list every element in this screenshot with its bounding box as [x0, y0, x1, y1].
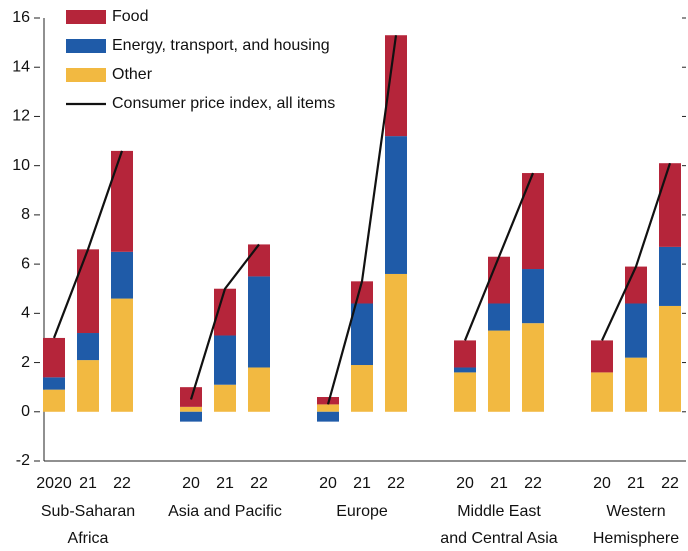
bar-segment — [248, 367, 270, 412]
bar-segment — [214, 288, 236, 336]
y-tick-label: 8 — [21, 206, 30, 223]
cpi-line — [189, 243, 260, 400]
x-tick-label: 21 — [79, 475, 97, 492]
bar-segment — [522, 269, 544, 324]
bar-segment — [659, 163, 681, 247]
group-label: Sub-Saharan — [41, 503, 135, 520]
legend-swatch — [66, 68, 106, 82]
y-tick-label: 10 — [12, 157, 30, 174]
bar-segment — [351, 303, 373, 366]
x-tick-label: 21 — [627, 475, 645, 492]
bar-segment — [591, 372, 613, 412]
bar-segment — [659, 246, 681, 306]
bar-segment — [111, 251, 133, 299]
bar-segment — [522, 173, 544, 270]
bar-segment — [488, 303, 510, 331]
bar-segment — [43, 337, 65, 378]
bar-segment — [77, 333, 99, 361]
bar-segment — [111, 150, 133, 252]
bar-segment — [248, 244, 270, 277]
bar-segment — [488, 330, 510, 412]
bar-segment — [180, 406, 202, 412]
bar-segment — [214, 335, 236, 385]
legend-label: Energy, transport, and housing — [112, 37, 330, 54]
y-tick-label: 4 — [21, 305, 30, 322]
group-label: Asia and Pacific — [168, 503, 282, 520]
bar-segment — [591, 340, 613, 373]
group-label: Western — [606, 503, 665, 520]
legend-label: Consumer price index, all items — [112, 95, 335, 112]
x-tick-label: 22 — [113, 475, 131, 492]
bar-segment — [43, 389, 65, 412]
x-tick-label: 21 — [216, 475, 234, 492]
group-label: Middle East — [457, 503, 541, 520]
bar-segment — [385, 35, 407, 137]
bar-segment — [454, 340, 476, 368]
y-tick-label: 6 — [21, 255, 30, 272]
x-tick-label: 20 — [319, 475, 337, 492]
group-label: Hemisphere — [593, 530, 679, 547]
bar-segment — [43, 377, 65, 390]
bar-segment — [625, 303, 647, 358]
y-tick-label: -2 — [16, 452, 30, 469]
legend-label: Other — [112, 66, 153, 83]
bar-segment — [317, 411, 339, 422]
bar-segment — [385, 273, 407, 412]
legend-swatch — [66, 39, 106, 53]
x-tick-label: 20 — [456, 475, 474, 492]
y-tick-label: 2 — [21, 354, 30, 371]
bar-segment — [248, 276, 270, 368]
bar-segment — [180, 411, 202, 422]
x-tick-label: 22 — [661, 475, 679, 492]
x-tick-label: 22 — [524, 475, 542, 492]
x-tick-label: 2020 — [36, 475, 72, 492]
legend-label: Food — [112, 8, 148, 25]
y-tick-label: 14 — [12, 58, 30, 75]
bar-segment — [488, 256, 510, 304]
bar-segment — [77, 249, 99, 334]
x-tick-label: 22 — [250, 475, 268, 492]
y-tick-label: 12 — [12, 108, 30, 125]
bar-segment — [351, 365, 373, 412]
bar-segment — [625, 357, 647, 412]
x-tick-label: 21 — [490, 475, 508, 492]
group-label: and Central Asia — [440, 530, 558, 547]
bar-segment — [522, 323, 544, 412]
cpi-line — [52, 150, 124, 339]
x-tick-label: 20 — [182, 475, 200, 492]
bar-segment — [454, 367, 476, 373]
cpi-line — [463, 172, 535, 341]
bar-segment — [625, 266, 647, 304]
bar-segment — [454, 372, 476, 412]
cpi-line — [601, 162, 672, 341]
bar-segment — [77, 360, 99, 412]
x-tick-label: 20 — [593, 475, 611, 492]
x-tick-label: 21 — [353, 475, 371, 492]
bar-segment — [659, 305, 681, 412]
bar-segment — [317, 404, 339, 412]
bar-segment — [214, 384, 236, 412]
y-tick-label: 0 — [21, 403, 30, 420]
bar-segment — [111, 298, 133, 412]
group-label: Europe — [336, 503, 388, 520]
bar-segment — [385, 136, 407, 274]
cpi-line — [326, 35, 398, 405]
group-label: Africa — [68, 530, 109, 547]
y-tick-label: 16 — [12, 9, 30, 26]
x-tick-label: 22 — [387, 475, 405, 492]
legend-swatch — [66, 10, 106, 24]
